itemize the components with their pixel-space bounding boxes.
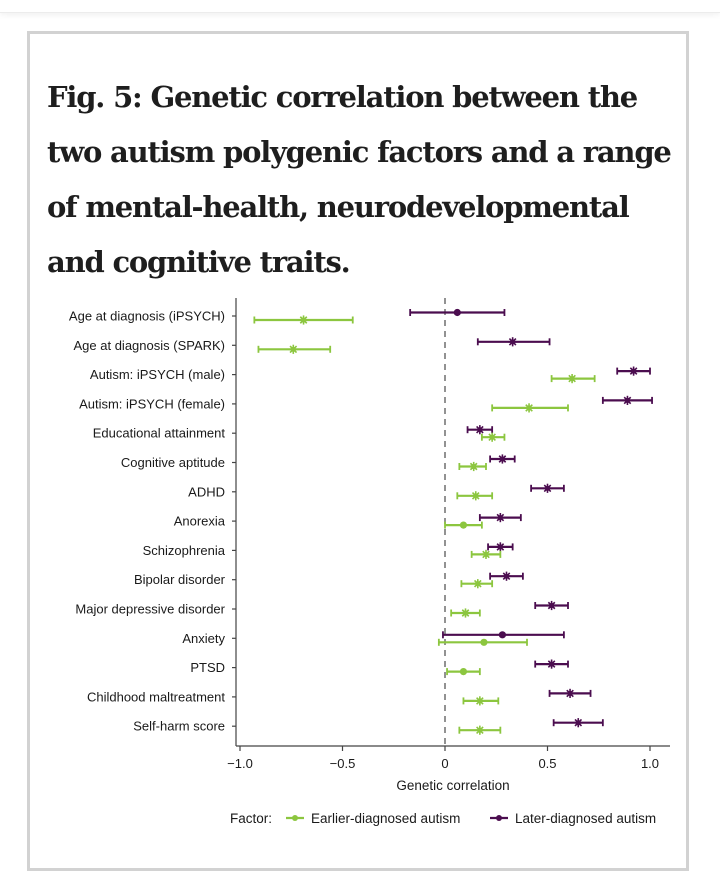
y-category-label: Autism: iPSYCH (male) xyxy=(90,367,225,382)
point-earlier-diagnosed-autism xyxy=(437,638,528,646)
asterisk-center xyxy=(300,317,307,323)
point-dot xyxy=(459,668,468,676)
asterisk-center xyxy=(549,602,555,609)
point-earlier-diagnosed-autism xyxy=(462,696,500,706)
asterisk-center xyxy=(477,727,483,733)
point-dot xyxy=(480,638,488,646)
asterisk-center xyxy=(631,368,637,374)
asterisk-center xyxy=(499,456,505,462)
point-earlier-diagnosed-autism xyxy=(456,491,494,501)
forest-plot: Age at diagnosis (iPSYCH) Age at diagnosi… xyxy=(69,298,670,826)
x-tick-label: −1.0 xyxy=(227,756,253,771)
y-category-label: Childhood maltreatment xyxy=(87,689,225,704)
point-later-diagnosed-autism xyxy=(487,542,514,552)
y-category-label: Cognitive aptitude xyxy=(121,455,225,470)
x-tick-label: 0.5 xyxy=(538,756,556,771)
y-category-label: Major depressive disorder xyxy=(75,602,225,617)
asterisk-center xyxy=(510,339,516,345)
legend-entry: Earlier-diagnosed autism xyxy=(286,811,460,826)
asterisk-center xyxy=(503,573,510,579)
point-later-diagnosed-autism xyxy=(466,425,494,435)
point-later-diagnosed-autism xyxy=(489,571,524,581)
y-axis-labels: Age at diagnosis (iPSYCH) Age at diagnosi… xyxy=(69,309,236,734)
x-axis-ticks: −1.0 −0.5 0 0.5 1.0 xyxy=(227,746,659,771)
data-marks xyxy=(253,308,653,735)
point-earlier-diagnosed-autism xyxy=(458,461,487,472)
y-category-label: Anxiety xyxy=(182,631,225,646)
point-later-diagnosed-autism xyxy=(552,718,604,728)
y-category-label: PTSD xyxy=(190,660,225,675)
figure-card xyxy=(27,31,689,871)
point-earlier-diagnosed-autism xyxy=(446,668,481,676)
point-later-diagnosed-autism xyxy=(534,659,569,669)
point-later-diagnosed-autism xyxy=(489,454,516,464)
y-category-label: Autism: iPSYCH (female) xyxy=(79,396,225,411)
legend-swatch-dot xyxy=(292,815,298,821)
point-earlier-diagnosed-autism xyxy=(444,521,483,529)
point-earlier-diagnosed-autism xyxy=(470,549,502,559)
point-earlier-diagnosed-autism xyxy=(253,315,354,325)
asterisk-center xyxy=(575,720,581,726)
asterisk-center xyxy=(549,661,555,667)
y-category-label: Schizophrenia xyxy=(143,543,226,558)
point-dot xyxy=(459,521,468,529)
y-category-label: Bipolar disorder xyxy=(134,572,226,587)
point-earlier-diagnosed-autism xyxy=(450,608,481,618)
asterisk-center xyxy=(471,463,477,470)
legend-label: Later-diagnosed autism xyxy=(515,811,656,826)
y-category-label: Educational attainment xyxy=(93,426,226,441)
y-category-label: Anorexia xyxy=(174,514,226,529)
point-earlier-diagnosed-autism xyxy=(257,344,332,354)
point-earlier-diagnosed-autism xyxy=(458,725,502,735)
point-later-diagnosed-autism xyxy=(534,600,569,611)
point-later-diagnosed-autism xyxy=(476,337,551,347)
x-axis-title: Genetic correlation xyxy=(396,778,509,793)
legend-label: Earlier-diagnosed autism xyxy=(311,811,460,826)
x-tick-label: 1.0 xyxy=(641,756,659,771)
y-category-label: Age at diagnosis (iPSYCH) xyxy=(69,309,225,324)
y-category-label: Age at diagnosis (SPARK) xyxy=(74,338,226,353)
y-category-label: Self-harm score xyxy=(133,719,225,734)
point-later-diagnosed-autism xyxy=(530,483,565,493)
asterisk-center xyxy=(497,544,503,550)
point-earlier-diagnosed-autism xyxy=(550,374,596,384)
legend-title: Factor: xyxy=(230,811,272,826)
asterisk-center xyxy=(489,434,495,440)
point-later-diagnosed-autism xyxy=(478,513,522,523)
point-later-diagnosed-autism xyxy=(409,308,506,317)
x-tick-label: 0 xyxy=(441,756,448,771)
asterisk-center xyxy=(526,405,532,411)
asterisk-center xyxy=(477,698,483,704)
point-later-diagnosed-autism xyxy=(616,366,651,376)
asterisk-center xyxy=(544,485,551,491)
point-dot xyxy=(498,631,506,639)
asterisk-center xyxy=(567,690,573,697)
point-earlier-diagnosed-autism xyxy=(480,432,506,442)
asterisk-center xyxy=(473,493,479,499)
asterisk-center xyxy=(462,610,469,616)
asterisk-center xyxy=(290,346,296,352)
asterisk-center xyxy=(483,551,489,558)
asterisk-center xyxy=(475,581,481,587)
point-later-diagnosed-autism xyxy=(548,688,592,698)
x-tick-label: −0.5 xyxy=(330,756,356,771)
asterisk-center xyxy=(569,376,575,382)
asterisk-center xyxy=(624,397,631,403)
y-category-label: ADHD xyxy=(188,484,225,499)
point-dot xyxy=(453,308,461,317)
point-later-diagnosed-autism xyxy=(442,631,565,639)
figure-title: Fig. 5: Genetic correlation between the … xyxy=(47,80,672,279)
legend-entry: Later-diagnosed autism xyxy=(490,811,656,826)
point-earlier-diagnosed-autism xyxy=(460,579,494,589)
point-later-diagnosed-autism xyxy=(601,395,653,405)
legend: Factor: Earlier-diagnosed autism Later-di… xyxy=(230,811,656,826)
point-earlier-diagnosed-autism xyxy=(491,403,569,413)
asterisk-center xyxy=(497,515,503,521)
asterisk-center xyxy=(477,427,483,433)
top-bar xyxy=(0,0,720,13)
legend-swatch-dot xyxy=(496,815,502,821)
